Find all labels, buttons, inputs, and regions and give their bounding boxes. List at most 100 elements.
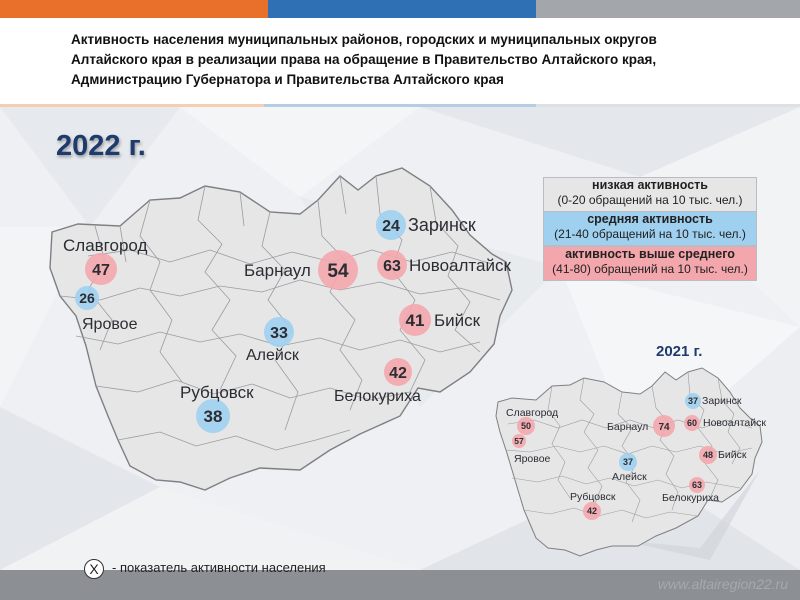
mini-marker-barnaul-circle xyxy=(653,415,675,437)
mini-marker-biysk: 48 Бийск xyxy=(699,446,747,464)
marker-novoaltaysk-value: 63 xyxy=(383,258,401,275)
marker-slavgorod: 47 Славгород xyxy=(63,236,147,285)
mini-marker-aleysk-label: Алейск xyxy=(612,471,647,483)
background-polygons xyxy=(0,107,800,570)
mini-marker-novoaltaysk-circle xyxy=(684,415,700,431)
mini-marker-barnaul: 74 Барнаул xyxy=(607,415,675,437)
marker-novoaltaysk-label: Новоалтайск xyxy=(409,256,511,275)
marker-zarinsk: 24 Заринск xyxy=(376,210,476,240)
marker-biysk: 41 Бийск xyxy=(399,304,481,336)
marker-rubtsovsk-label: Рубцовск xyxy=(180,383,254,402)
marker-barnaul: 54 Барнаул xyxy=(244,250,358,290)
activity-symbol: X xyxy=(84,559,104,579)
footer-bar: www.altairegion22.ru xyxy=(0,570,800,600)
mini-marker-belokurikha-circle xyxy=(689,477,705,493)
mini-marker-biysk-value: 48 xyxy=(703,450,713,460)
marker-novoaltaysk: 63 Новоалтайск xyxy=(377,250,511,280)
marker-slavgorod-value: 47 xyxy=(92,262,110,279)
marker-biysk-value: 41 xyxy=(406,311,425,330)
marker-novoaltaysk-circle xyxy=(377,250,407,280)
legend-above-average: активность выше среднего (41-80) обращен… xyxy=(543,246,757,281)
marker-biysk-label: Бийск xyxy=(434,311,481,330)
mini-marker-novoaltaysk-label: Новоалтайск xyxy=(703,417,766,429)
mini-marker-rubtsovsk: 42 Рубцовск xyxy=(570,491,616,520)
mini-marker-aleysk: 37 Алейск xyxy=(612,453,647,483)
header-divider xyxy=(0,104,800,107)
marker-rubtsovsk: 38 Рубцовск xyxy=(180,383,254,433)
slide-header: Активность населения муниципальных район… xyxy=(0,18,800,104)
marker-biysk-circle xyxy=(399,304,431,336)
mini-marker-biysk-label: Бийск xyxy=(718,449,747,461)
mini-marker-slavgorod-circle xyxy=(517,417,535,435)
legend-above-average-title: активность выше среднего xyxy=(565,247,735,261)
legend-low: низкая активность (0-20 обращений на 10 … xyxy=(543,177,757,212)
marker-yarovoe: 26 Яровое xyxy=(75,286,138,333)
legend-low-subtitle: (0-20 обращений на 10 тыс. чел.) xyxy=(557,193,743,207)
mini-marker-barnaul-label: Барнаул xyxy=(607,421,648,433)
marker-aleysk-value: 33 xyxy=(270,325,288,342)
marker-rubtsovsk-value: 38 xyxy=(204,407,223,426)
mini-map-shadow xyxy=(620,470,760,560)
top-bar-gray xyxy=(536,0,800,18)
marker-aleysk-label: Алейск xyxy=(246,347,300,364)
legend-medium-subtitle: (21-40 обращений на 10 тыс. чел.) xyxy=(554,227,746,241)
marker-belokurikha: 42 Белокуриха xyxy=(334,358,421,405)
mini-marker-slavgorod: 50 Славгород xyxy=(506,407,558,435)
mini-map-year: 2021 г. xyxy=(656,343,703,360)
activity-note: - показатель активности населения xyxy=(112,560,326,575)
main-map-year: 2022 г. xyxy=(56,130,146,162)
top-color-bar xyxy=(0,0,800,18)
mini-marker-slavgorod-label: Славгород xyxy=(506,407,558,419)
legend-above-average-subtitle: (41-80) обращений на 10 тыс. чел.) xyxy=(552,262,748,276)
legend-medium-title: средняя активность xyxy=(587,212,713,226)
mini-marker-barnaul-value: 74 xyxy=(658,422,670,433)
top-bar-blue xyxy=(268,0,536,18)
mini-marker-rubtsovsk-value: 42 xyxy=(587,506,597,516)
mini-marker-zarinsk-value: 37 xyxy=(688,396,698,406)
marker-belokurikha-value: 42 xyxy=(389,365,407,382)
legend-medium: средняя активность (21-40 обращений на 1… xyxy=(543,211,757,246)
mini-marker-yarovoe-circle xyxy=(512,434,526,448)
marker-slavgorod-circle xyxy=(85,253,117,285)
marker-slavgorod-label: Славгород xyxy=(63,236,147,255)
mini-marker-belokurikha-label: Белокуриха xyxy=(662,492,719,504)
mini-marker-biysk-circle xyxy=(699,446,717,464)
marker-zarinsk-value: 24 xyxy=(382,218,400,235)
marker-barnaul-value: 54 xyxy=(327,261,349,282)
mini-marker-rubtsovsk-label: Рубцовск xyxy=(570,491,616,503)
marker-yarovoe-value: 26 xyxy=(79,290,95,306)
mini-marker-zarinsk: 37 Заринск xyxy=(685,393,742,409)
main-markers: 24 Заринск 47 Славгород 54 Барнаул 63 Но… xyxy=(63,210,511,433)
marker-zarinsk-circle xyxy=(376,210,406,240)
mini-marker-belokurikha: 63 Белокуриха xyxy=(662,477,719,504)
marker-belokurikha-label: Белокуриха xyxy=(334,388,421,405)
marker-zarinsk-label: Заринск xyxy=(408,215,476,235)
mini-marker-zarinsk-label: Заринск xyxy=(702,395,742,407)
mini-markers: 37 Заринск 50 Славгород 74 Барнаул 60 Но… xyxy=(506,393,766,520)
legend-low-title: низкая активность xyxy=(592,178,708,192)
mini-marker-aleysk-circle xyxy=(619,453,637,471)
mini-marker-slavgorod-value: 50 xyxy=(521,421,531,431)
marker-rubtsovsk-circle xyxy=(196,399,230,433)
mini-marker-novoaltaysk: 60 Новоалтайск xyxy=(684,415,766,431)
mini-marker-aleysk-value: 37 xyxy=(623,457,633,467)
footer-website: www.altairegion22.ru xyxy=(658,576,788,592)
mini-marker-yarovoe: 57 Яровое xyxy=(512,434,551,465)
marker-yarovoe-circle xyxy=(75,286,99,310)
top-bar-orange xyxy=(0,0,268,18)
marker-yarovoe-label: Яровое xyxy=(82,316,138,333)
slide-title: Активность населения муниципальных район… xyxy=(71,32,657,87)
mini-marker-belokurikha-value: 63 xyxy=(692,480,702,490)
mini-marker-yarovoe-label: Яровое xyxy=(514,453,551,465)
mini-marker-rubtsovsk-circle xyxy=(583,502,601,520)
marker-barnaul-label: Барнаул xyxy=(244,261,311,280)
mini-marker-novoaltaysk-value: 60 xyxy=(687,418,697,428)
mini-marker-yarovoe-value: 57 xyxy=(514,436,524,446)
marker-aleysk-circle xyxy=(264,317,294,347)
marker-belokurikha-circle xyxy=(384,358,412,386)
marker-barnaul-circle xyxy=(318,250,358,290)
marker-aleysk: 33 Алейск xyxy=(246,317,300,364)
mini-marker-zarinsk-circle xyxy=(685,393,701,409)
